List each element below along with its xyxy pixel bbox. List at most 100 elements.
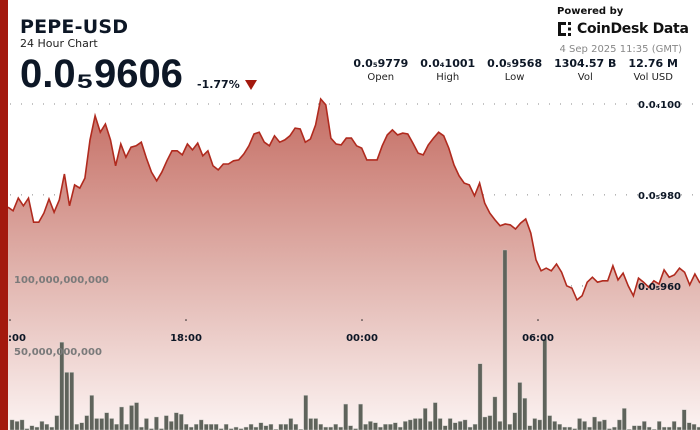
volume-bar xyxy=(14,421,20,430)
time-tick-label: 00:00 xyxy=(346,333,378,344)
volume-bar xyxy=(428,421,433,430)
volume-bar xyxy=(662,426,667,430)
volume-bar xyxy=(59,342,65,430)
volume-bar xyxy=(582,421,587,430)
volume-bar xyxy=(139,426,144,430)
volume-bar xyxy=(149,428,154,430)
time-tick-mark xyxy=(185,319,187,321)
volume-bar xyxy=(39,421,45,430)
volume-bar xyxy=(642,421,647,430)
volume-bar xyxy=(268,424,274,430)
stat-value: 12.76 M xyxy=(628,57,678,70)
volume-bar xyxy=(587,426,592,430)
coindesk-logo: CoinDesk Data xyxy=(557,21,689,37)
volume-bar xyxy=(179,414,184,430)
volume-bar xyxy=(253,426,259,430)
volume-bar xyxy=(114,424,119,430)
volume-bar xyxy=(19,419,25,430)
stats-row: 0.0₅9779 Open 0.0₄1001 High 0.0₅9568 Low 13… xyxy=(347,57,684,84)
volume-bar xyxy=(119,406,124,430)
volume-bar xyxy=(517,382,523,430)
price-tick-label: 0.0₅980 xyxy=(638,191,681,202)
volume-bar xyxy=(223,424,229,430)
volume-bar xyxy=(577,418,582,430)
volume-bar xyxy=(358,403,363,430)
volume-bar xyxy=(278,424,284,430)
volume-bar xyxy=(203,424,209,430)
volume-bar xyxy=(228,428,234,430)
volume-bar xyxy=(433,402,438,430)
volume-bar xyxy=(632,425,637,430)
volume-bar xyxy=(457,421,463,430)
time-tick-label: 18:00 xyxy=(170,333,202,344)
volume-bar xyxy=(413,418,418,430)
volume-bar xyxy=(94,418,99,430)
volume-bar xyxy=(388,424,393,430)
volume-bar xyxy=(174,412,179,430)
volume-bar xyxy=(637,425,642,430)
volume-bar xyxy=(418,418,423,430)
volume-bar xyxy=(164,415,169,430)
volume-bar xyxy=(328,426,333,430)
volume-bar xyxy=(403,421,408,430)
volume-bar xyxy=(537,419,543,430)
volume-bar xyxy=(552,421,557,430)
volume-bar xyxy=(318,424,324,430)
volume-bar xyxy=(567,426,572,430)
stat-low: 0.0₅9568 Low xyxy=(481,57,548,84)
volume-bar xyxy=(9,419,15,430)
volume-bar xyxy=(423,408,428,430)
volume-bar xyxy=(44,424,50,430)
volume-bar xyxy=(671,421,677,430)
volume-bar xyxy=(348,425,353,430)
volume-bar xyxy=(183,424,189,430)
volume-bar xyxy=(303,395,309,430)
time-tick-mark xyxy=(537,319,539,321)
stat-label: High xyxy=(436,72,460,83)
volume-bar xyxy=(532,418,538,430)
volume-bar xyxy=(129,405,134,430)
volume-bar xyxy=(512,412,518,430)
accent-bar xyxy=(0,0,8,430)
price-tick-label: 0.0₅960 xyxy=(638,282,681,293)
volume-bar xyxy=(408,419,413,430)
volume-bar xyxy=(378,426,383,430)
volume-bar xyxy=(343,403,348,430)
volume-bar xyxy=(74,424,79,430)
volume-bar xyxy=(288,418,294,430)
volume-bar xyxy=(213,424,219,430)
volume-bar xyxy=(283,424,289,430)
volume-bar xyxy=(696,426,700,430)
volume-bar xyxy=(472,424,478,430)
volume-bar xyxy=(462,419,468,430)
volume-bar xyxy=(193,424,199,430)
powered-by: Powered by xyxy=(557,6,624,17)
stat-open: 0.0₅9779 Open xyxy=(347,57,414,84)
volume-bar xyxy=(647,426,652,430)
volume-bar xyxy=(597,421,602,430)
volume-bar xyxy=(243,426,249,430)
time-tick-label: 12:00 xyxy=(0,333,26,344)
volume-bar xyxy=(208,424,214,430)
volume-bar xyxy=(542,339,548,430)
volume-bar xyxy=(353,428,358,430)
volume-tick-label: 100,000,000,000 xyxy=(14,275,109,286)
volume-bar xyxy=(124,424,129,430)
stat-label: Vol xyxy=(577,72,593,83)
volume-bar xyxy=(447,418,453,430)
volume-bar xyxy=(29,425,35,430)
volume-bar xyxy=(681,409,687,430)
volume-bar xyxy=(64,372,70,430)
stat-value: 1304.57 B xyxy=(554,57,617,70)
stat-high: 0.0₄1001 High xyxy=(414,57,481,84)
volume-bar xyxy=(34,426,40,430)
volume-bar xyxy=(338,426,343,430)
stat-label: Open xyxy=(367,72,395,83)
volume-bar xyxy=(492,396,498,430)
volume-bar xyxy=(383,424,388,430)
volume-bar xyxy=(333,424,338,430)
volume-bar xyxy=(159,428,164,430)
volume-bar xyxy=(442,425,448,430)
down-arrow-icon xyxy=(245,80,257,90)
